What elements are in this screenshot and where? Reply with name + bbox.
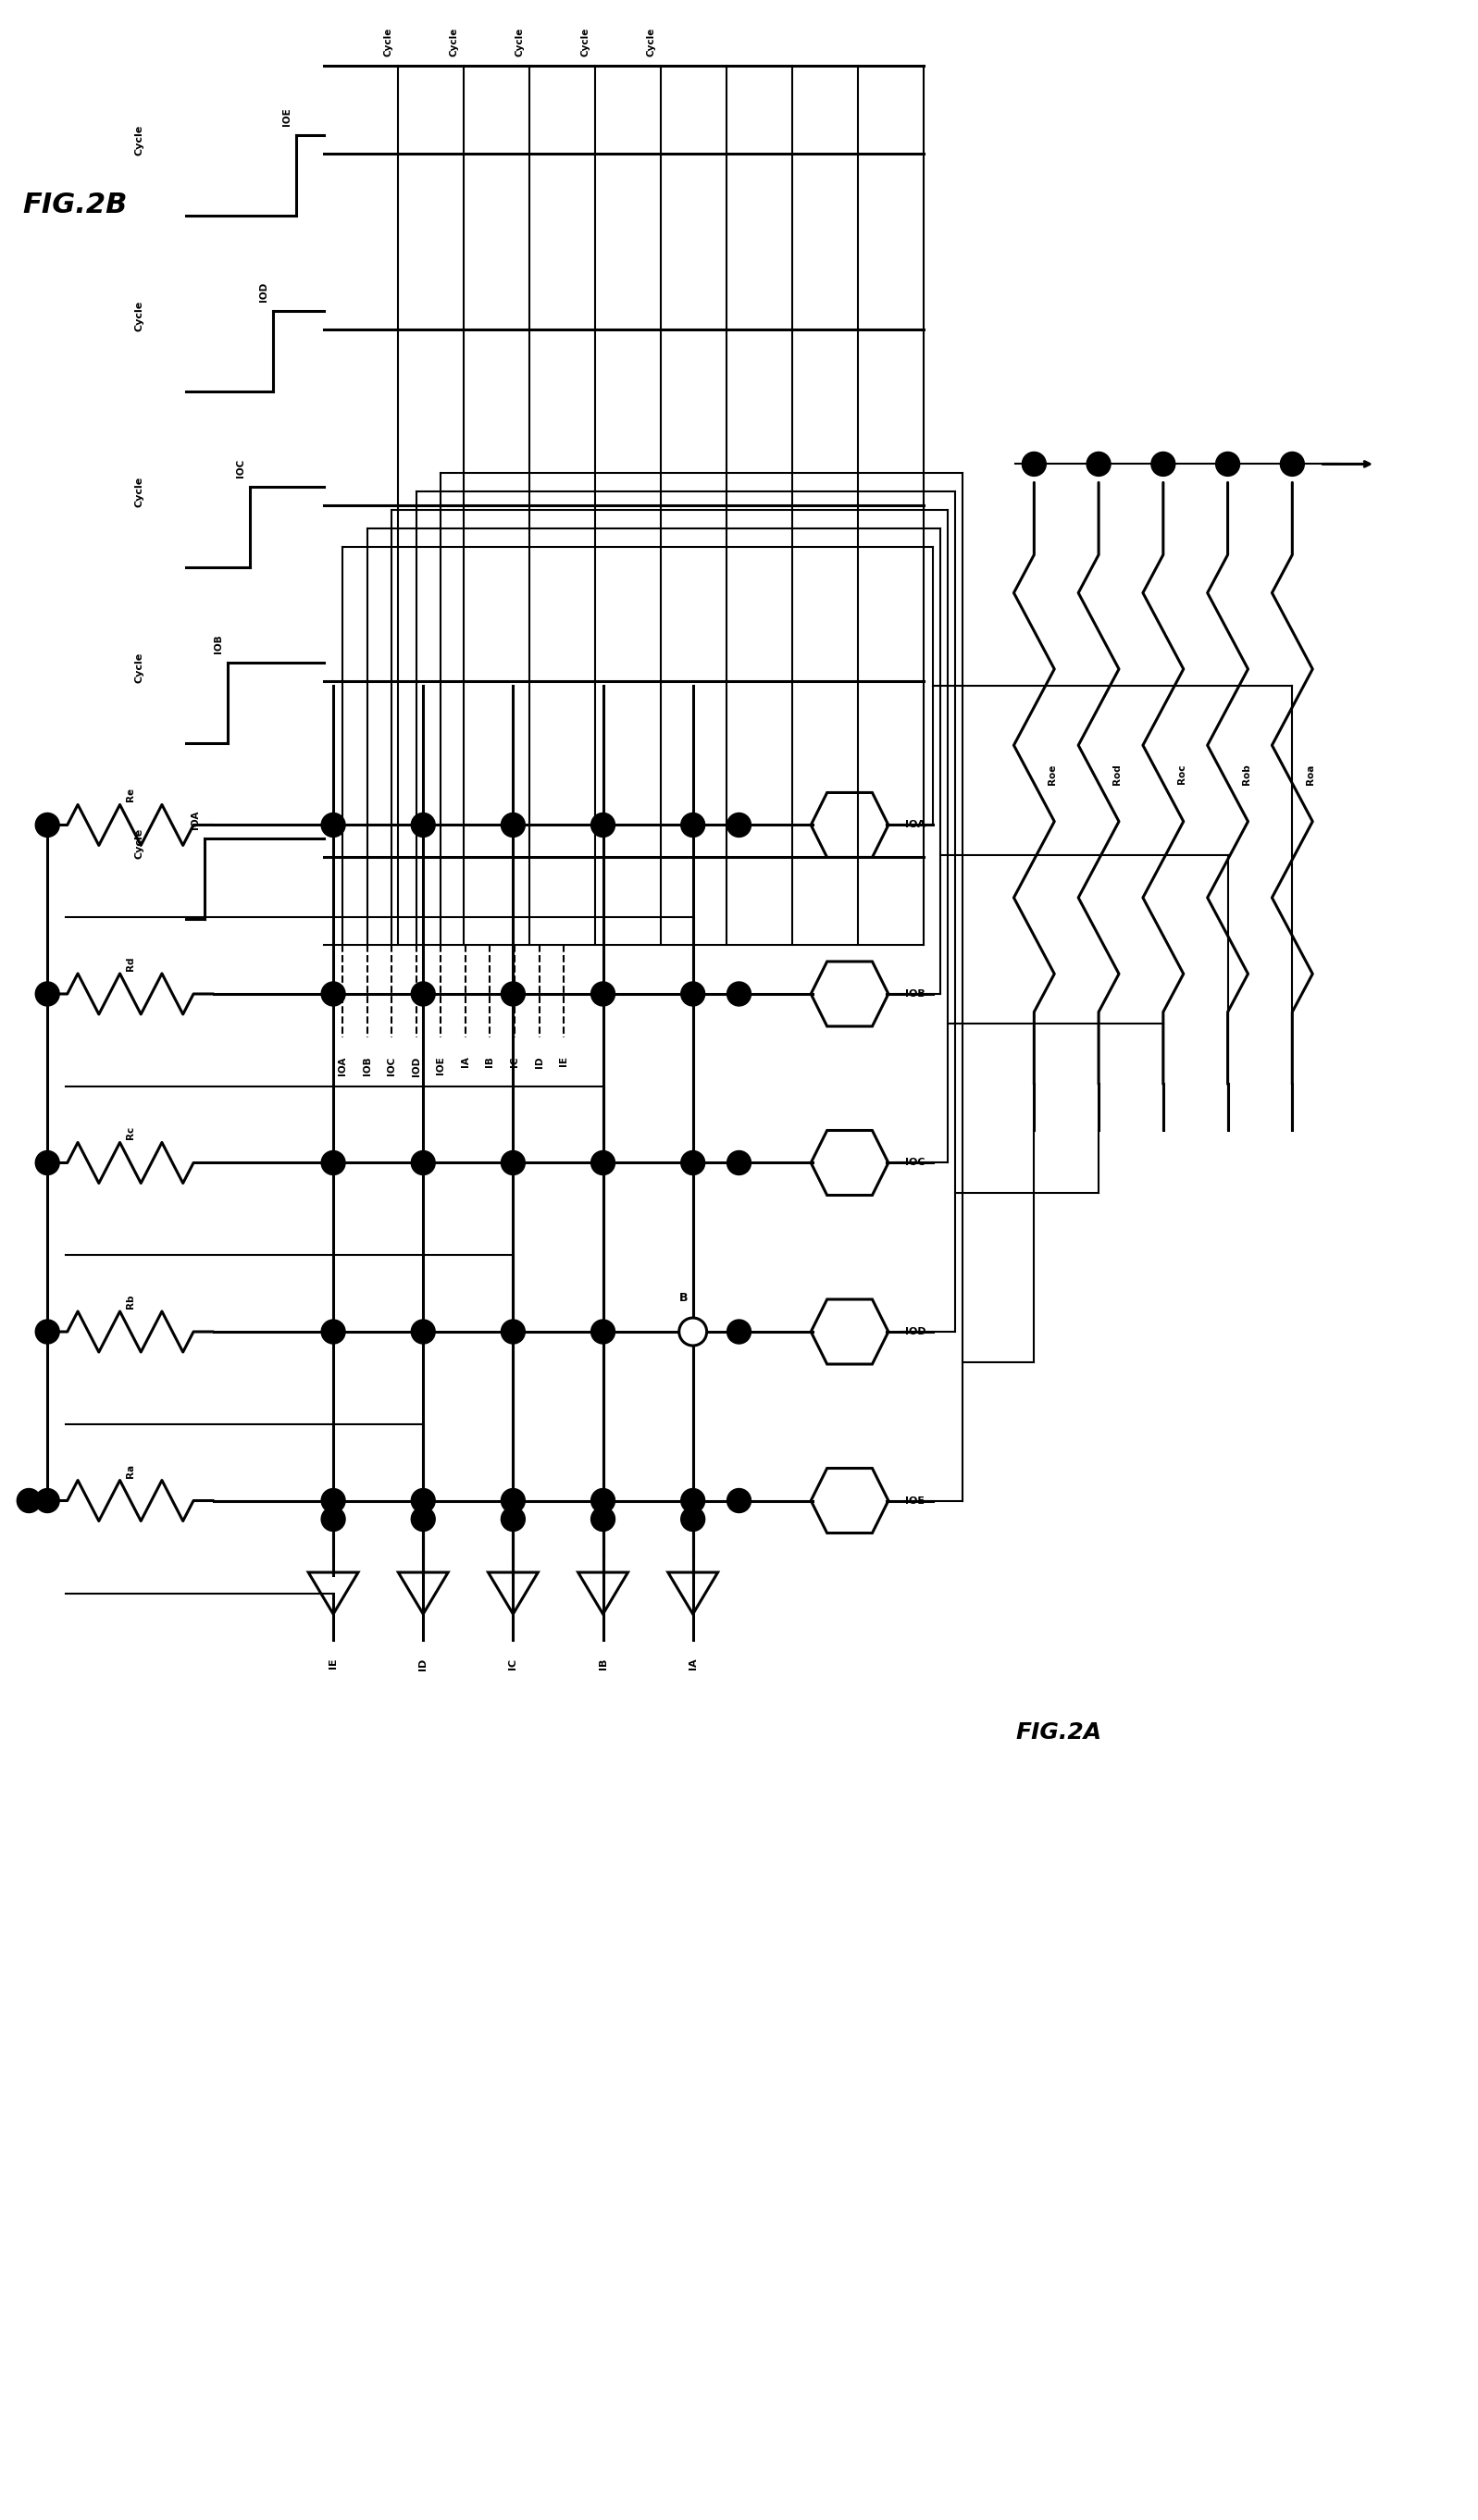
Text: Rb: Rb xyxy=(126,1295,134,1308)
Text: Cycle: Cycle xyxy=(384,28,393,58)
Text: IOB: IOB xyxy=(905,990,925,998)
Text: Roe: Roe xyxy=(1048,764,1057,784)
Text: IOE: IOE xyxy=(436,1056,445,1074)
Text: IE: IE xyxy=(559,1056,569,1066)
Text: IOA: IOA xyxy=(191,811,200,829)
Circle shape xyxy=(681,1489,705,1512)
Circle shape xyxy=(727,814,751,837)
Text: IB: IB xyxy=(485,1056,495,1068)
Text: ID: ID xyxy=(418,1658,427,1671)
Circle shape xyxy=(321,1507,346,1532)
Circle shape xyxy=(591,983,615,1005)
Text: IOD: IOD xyxy=(905,1328,925,1336)
Text: Cycle: Cycle xyxy=(581,28,590,58)
Text: Cycle: Cycle xyxy=(134,829,145,859)
Text: IOC: IOC xyxy=(905,1159,925,1167)
Text: B: B xyxy=(680,1293,689,1303)
Circle shape xyxy=(35,1152,59,1174)
Text: IC: IC xyxy=(508,1658,517,1668)
Circle shape xyxy=(411,1507,435,1532)
Circle shape xyxy=(321,983,346,1005)
Text: IOC: IOC xyxy=(387,1056,396,1076)
Circle shape xyxy=(411,983,435,1005)
Circle shape xyxy=(727,1320,751,1343)
Circle shape xyxy=(411,1152,435,1174)
Circle shape xyxy=(591,814,615,837)
Circle shape xyxy=(727,1489,751,1512)
Text: FIG.2B: FIG.2B xyxy=(22,192,127,219)
Circle shape xyxy=(321,1320,346,1343)
Text: IE: IE xyxy=(328,1658,338,1668)
Text: Re: Re xyxy=(126,789,134,801)
Circle shape xyxy=(681,1320,705,1343)
Circle shape xyxy=(35,814,59,837)
Text: Cycle: Cycle xyxy=(134,300,145,330)
Circle shape xyxy=(501,983,525,1005)
Text: Ra: Ra xyxy=(126,1464,134,1477)
Text: IOB: IOB xyxy=(362,1056,371,1076)
Circle shape xyxy=(35,1489,59,1512)
Circle shape xyxy=(321,1489,346,1512)
Circle shape xyxy=(321,1152,346,1174)
Text: Cycle: Cycle xyxy=(449,28,458,58)
Circle shape xyxy=(681,1507,705,1532)
Text: IOA: IOA xyxy=(905,822,925,829)
Circle shape xyxy=(591,1320,615,1343)
Text: Cycle: Cycle xyxy=(647,28,656,58)
Circle shape xyxy=(501,1489,525,1512)
Circle shape xyxy=(681,814,705,837)
Text: Cycle: Cycle xyxy=(134,123,145,156)
Circle shape xyxy=(501,1152,525,1174)
Circle shape xyxy=(727,983,751,1005)
Circle shape xyxy=(678,1318,706,1346)
Text: Cycle: Cycle xyxy=(134,476,145,507)
Text: IA: IA xyxy=(461,1056,470,1068)
Circle shape xyxy=(1086,451,1110,476)
Text: IB: IB xyxy=(599,1658,607,1668)
Text: IOA: IOA xyxy=(338,1056,347,1076)
Circle shape xyxy=(1280,451,1304,476)
Text: Roa: Roa xyxy=(1307,764,1315,784)
Text: IOE: IOE xyxy=(282,108,291,126)
Circle shape xyxy=(501,1507,525,1532)
Circle shape xyxy=(35,1320,59,1343)
Text: Roc: Roc xyxy=(1176,764,1187,784)
Circle shape xyxy=(591,1152,615,1174)
Text: Cycle: Cycle xyxy=(516,28,525,58)
Circle shape xyxy=(727,1152,751,1174)
Text: FIG.2A: FIG.2A xyxy=(1015,1721,1101,1744)
Text: Cycle: Cycle xyxy=(134,653,145,683)
Text: IA: IA xyxy=(689,1658,698,1671)
Circle shape xyxy=(501,1320,525,1343)
Text: IOD: IOD xyxy=(260,282,269,302)
Circle shape xyxy=(1023,451,1046,476)
Circle shape xyxy=(411,1320,435,1343)
Text: IOE: IOE xyxy=(905,1497,924,1504)
Circle shape xyxy=(591,1489,615,1512)
Circle shape xyxy=(321,814,346,837)
Text: Rd: Rd xyxy=(126,958,134,970)
Circle shape xyxy=(681,1152,705,1174)
Text: Rc: Rc xyxy=(126,1126,134,1139)
Circle shape xyxy=(591,1507,615,1532)
Text: IOD: IOD xyxy=(411,1056,421,1076)
Text: IOB: IOB xyxy=(213,635,223,653)
Circle shape xyxy=(1151,451,1175,476)
Circle shape xyxy=(681,983,705,1005)
Circle shape xyxy=(16,1489,41,1512)
Text: Rod: Rod xyxy=(1113,764,1122,784)
Text: IOC: IOC xyxy=(236,459,245,479)
Circle shape xyxy=(501,814,525,837)
Text: Rob: Rob xyxy=(1242,764,1250,784)
Circle shape xyxy=(411,814,435,837)
Circle shape xyxy=(411,1489,435,1512)
Circle shape xyxy=(1216,451,1240,476)
Text: IC: IC xyxy=(510,1056,519,1066)
Text: ID: ID xyxy=(535,1056,544,1068)
Circle shape xyxy=(35,983,59,1005)
